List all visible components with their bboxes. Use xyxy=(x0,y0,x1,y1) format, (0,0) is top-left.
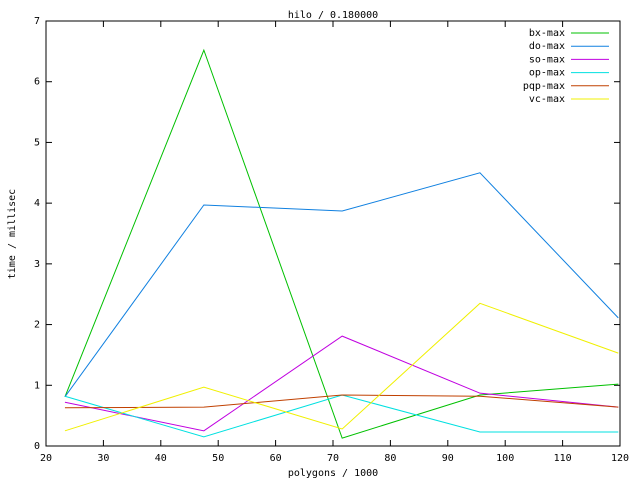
series-line xyxy=(64,394,619,409)
x-tick-label: 60 xyxy=(270,453,282,464)
legend-label: op-max xyxy=(529,68,565,79)
legend-label: vc-max xyxy=(529,94,565,105)
y-tick-label: 1 xyxy=(34,380,40,391)
x-tick-label: 70 xyxy=(327,453,339,464)
x-tick-label: 30 xyxy=(97,453,109,464)
y-tick-label: 5 xyxy=(34,137,40,148)
y-axis-label: time / millisec xyxy=(7,189,18,279)
legend-label: do-max xyxy=(529,41,565,52)
chart-title: hilo / 0.180000 xyxy=(288,10,378,21)
x-axis-label: polygons / 1000 xyxy=(288,468,378,479)
series-line xyxy=(64,48,619,439)
x-tick-label: 120 xyxy=(611,453,629,464)
legend-label: so-max xyxy=(529,54,565,65)
x-tick-label: 40 xyxy=(155,453,167,464)
y-tick-label: 6 xyxy=(34,77,40,88)
series-line xyxy=(64,172,619,398)
x-tick-label: 80 xyxy=(384,453,396,464)
series-line xyxy=(64,302,619,432)
x-tick-label: 50 xyxy=(212,453,224,464)
series-line xyxy=(64,335,619,432)
y-tick-label: 7 xyxy=(34,16,40,27)
legend-label: bx-max xyxy=(529,28,565,39)
series-line xyxy=(64,394,619,438)
y-tick-label: 2 xyxy=(34,320,40,331)
y-tick-label: 0 xyxy=(34,441,40,452)
x-tick-label: 20 xyxy=(40,453,52,464)
legend-label: pqp-max xyxy=(523,81,565,92)
x-tick-label: 100 xyxy=(496,453,514,464)
x-tick-label: 110 xyxy=(554,453,572,464)
y-tick-label: 3 xyxy=(34,259,40,270)
y-tick-label: 4 xyxy=(34,198,40,209)
x-tick-label: 90 xyxy=(442,453,454,464)
